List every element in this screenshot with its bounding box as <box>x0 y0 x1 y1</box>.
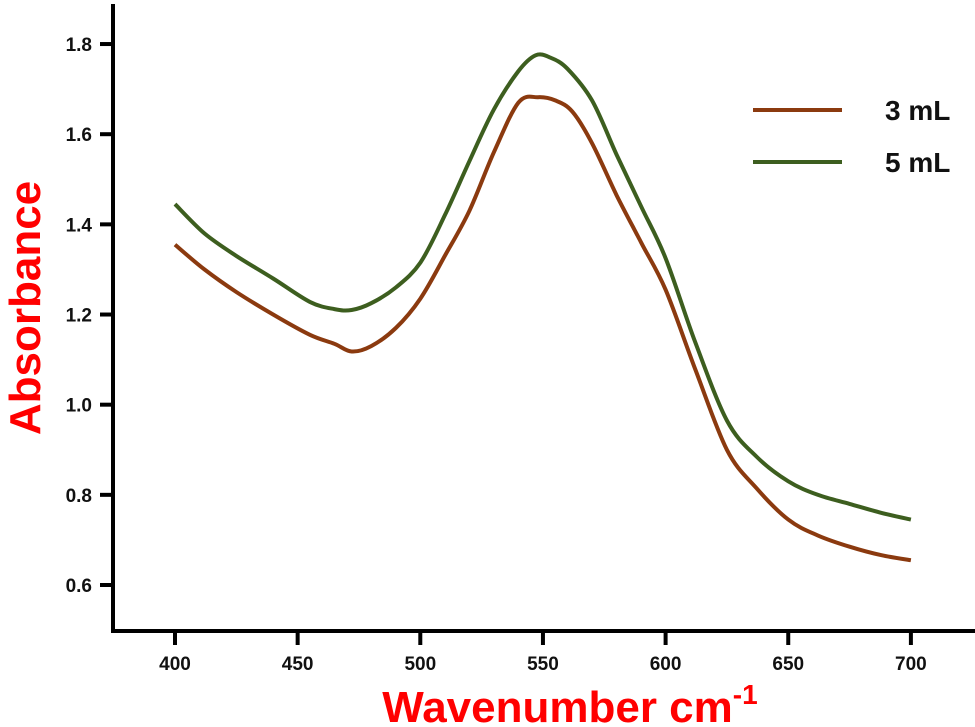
axes: 0.6 0.8 1.0 1.2 1.4 1.6 1.8 400 450 500 550 600 650… <box>66 4 975 675</box>
y-tick-label: 1.4 <box>66 215 93 236</box>
x-axis-title: Wavenumber cm-1 <box>382 679 757 727</box>
y-tick-label: 1.0 <box>66 396 92 417</box>
y-axis-title: Absorbance <box>1 181 50 435</box>
x-tick-label: 550 <box>527 654 559 675</box>
x-ticks: 400 450 500 550 600 650 700 <box>159 631 927 675</box>
y-tick-label: 1.6 <box>66 125 92 146</box>
x-tick-label: 450 <box>282 654 314 675</box>
x-tick-label: 700 <box>895 654 927 675</box>
y-ticks: 0.6 0.8 1.0 1.2 1.4 1.6 1.8 <box>66 35 113 597</box>
y-tick-label: 0.8 <box>66 486 92 507</box>
legend-label-5ml: 5 mL <box>885 147 950 178</box>
y-tick-label: 1.2 <box>66 306 92 327</box>
y-tick-label: 1.8 <box>66 35 92 56</box>
x-tick-label: 500 <box>404 654 436 675</box>
x-axis-title-main: Wavenumber cm <box>382 683 732 727</box>
series-line-3ml <box>173 94 912 563</box>
legend-label-3ml: 3 mL <box>885 95 950 126</box>
x-axis-title-superscript: -1 <box>733 679 758 710</box>
y-tick-label: 0.6 <box>66 576 92 597</box>
series-lines <box>173 52 912 563</box>
x-tick-label: 650 <box>772 654 804 675</box>
x-tick-label: 600 <box>650 654 682 675</box>
legend: 3 mL 5 mL <box>753 95 950 178</box>
x-tick-label: 400 <box>159 654 191 675</box>
series-line-5ml <box>173 52 912 522</box>
